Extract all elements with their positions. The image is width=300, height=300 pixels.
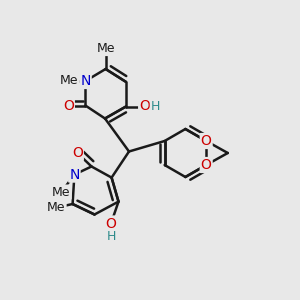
Text: O: O — [201, 134, 212, 148]
Text: O: O — [139, 100, 150, 113]
Text: Me: Me — [60, 74, 78, 88]
Text: Me: Me — [47, 201, 66, 214]
Text: O: O — [106, 217, 116, 230]
Text: Me: Me — [52, 185, 71, 199]
Text: H: H — [106, 230, 116, 244]
Text: O: O — [72, 146, 83, 160]
Text: H: H — [151, 100, 160, 113]
Text: Me: Me — [96, 42, 115, 55]
Text: O: O — [63, 99, 74, 112]
Text: N: N — [69, 168, 80, 182]
Text: O: O — [201, 158, 212, 172]
Text: N: N — [80, 74, 91, 88]
